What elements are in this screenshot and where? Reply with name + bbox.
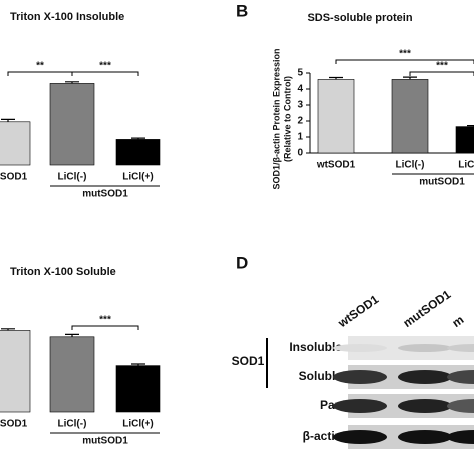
blot-band [398, 430, 452, 444]
x-tick-label: wtSOD1 [0, 419, 28, 430]
x-tick-label: LiCl(-) [396, 160, 425, 171]
group-label: SOD1 [232, 354, 265, 368]
bar [0, 330, 31, 413]
error-bar [65, 333, 79, 337]
x-tick-label: LiCl(-) [58, 419, 87, 430]
blot-band [398, 344, 452, 352]
blot-band [333, 344, 387, 352]
x-tick-label: LiCl(-) [58, 172, 87, 183]
error-bar [467, 125, 474, 127]
blot-band [398, 399, 452, 413]
lane-label: wtSOD1 [335, 292, 382, 331]
blot-band [447, 430, 474, 444]
panel-letter: D [236, 253, 248, 272]
blot-band [333, 370, 387, 384]
bar [49, 83, 95, 166]
y-tick-label: 1 [297, 132, 303, 143]
row-label: Insoluble [289, 340, 342, 354]
error-bar [131, 137, 145, 140]
significance-bracket [335, 59, 474, 64]
y-label: SOD1/β-actin Protein Expression [271, 48, 281, 189]
x-tick-label: LiCl(+) [122, 419, 153, 430]
blot-band [398, 370, 452, 384]
bar [115, 139, 161, 166]
bar [455, 126, 474, 154]
chart-title: Triton X-100 Soluble [10, 266, 116, 278]
lane-label: mutSOD1 [401, 287, 454, 330]
error-bar [65, 81, 79, 84]
bar [49, 336, 95, 413]
lane-label: m [450, 312, 467, 330]
row-label: β-actin [303, 429, 342, 443]
group-label: mutSOD1 [419, 177, 465, 188]
y-tick-label: 2 [297, 116, 303, 127]
group-label: mutSOD1 [82, 189, 128, 200]
significance-label: ** [36, 61, 44, 72]
row-label: Soluble [299, 369, 343, 383]
blot-band [333, 430, 387, 444]
y-tick-label: 0 [297, 148, 303, 159]
y-tick-label: 3 [297, 100, 303, 111]
chart-title: Triton X-100 Insoluble [10, 11, 124, 23]
blot-band [447, 370, 474, 384]
significance-bracket [7, 71, 73, 76]
x-tick-label: wtSOD1 [0, 172, 28, 183]
chart-title: SDS-soluble protein [307, 12, 412, 24]
y-label: (Relative to Control) [282, 76, 292, 162]
x-tick-label: LiCl(+) [122, 172, 153, 183]
significance-label: *** [99, 61, 111, 72]
y-label-group: SOD1/β-actin Protein Expression (Relative… [271, 48, 292, 189]
bar [391, 79, 429, 154]
x-tick-label: wtSOD1 [316, 160, 356, 171]
panel-letter: B [236, 1, 248, 20]
y-tick-label: 5 [297, 68, 303, 79]
error-bar [131, 363, 145, 366]
significance-bracket [71, 325, 139, 330]
blot-band [447, 344, 474, 352]
error-bar [1, 118, 15, 122]
significance-label: *** [99, 315, 111, 326]
blot-band [333, 399, 387, 413]
significance-bracket [71, 71, 139, 76]
significance-label: *** [399, 49, 411, 60]
significance-label: *** [436, 61, 448, 72]
bar [115, 365, 161, 413]
blot-band [447, 399, 474, 413]
bar [0, 121, 31, 166]
group-label: mutSOD1 [82, 436, 128, 447]
y-tick-label: 4 [297, 84, 303, 95]
x-tick-label: LiCl(+) [458, 160, 474, 171]
error-bar [1, 328, 15, 331]
bar [317, 79, 355, 154]
error-bar [403, 76, 417, 80]
significance-bracket [409, 71, 474, 76]
error-bar [329, 76, 343, 80]
